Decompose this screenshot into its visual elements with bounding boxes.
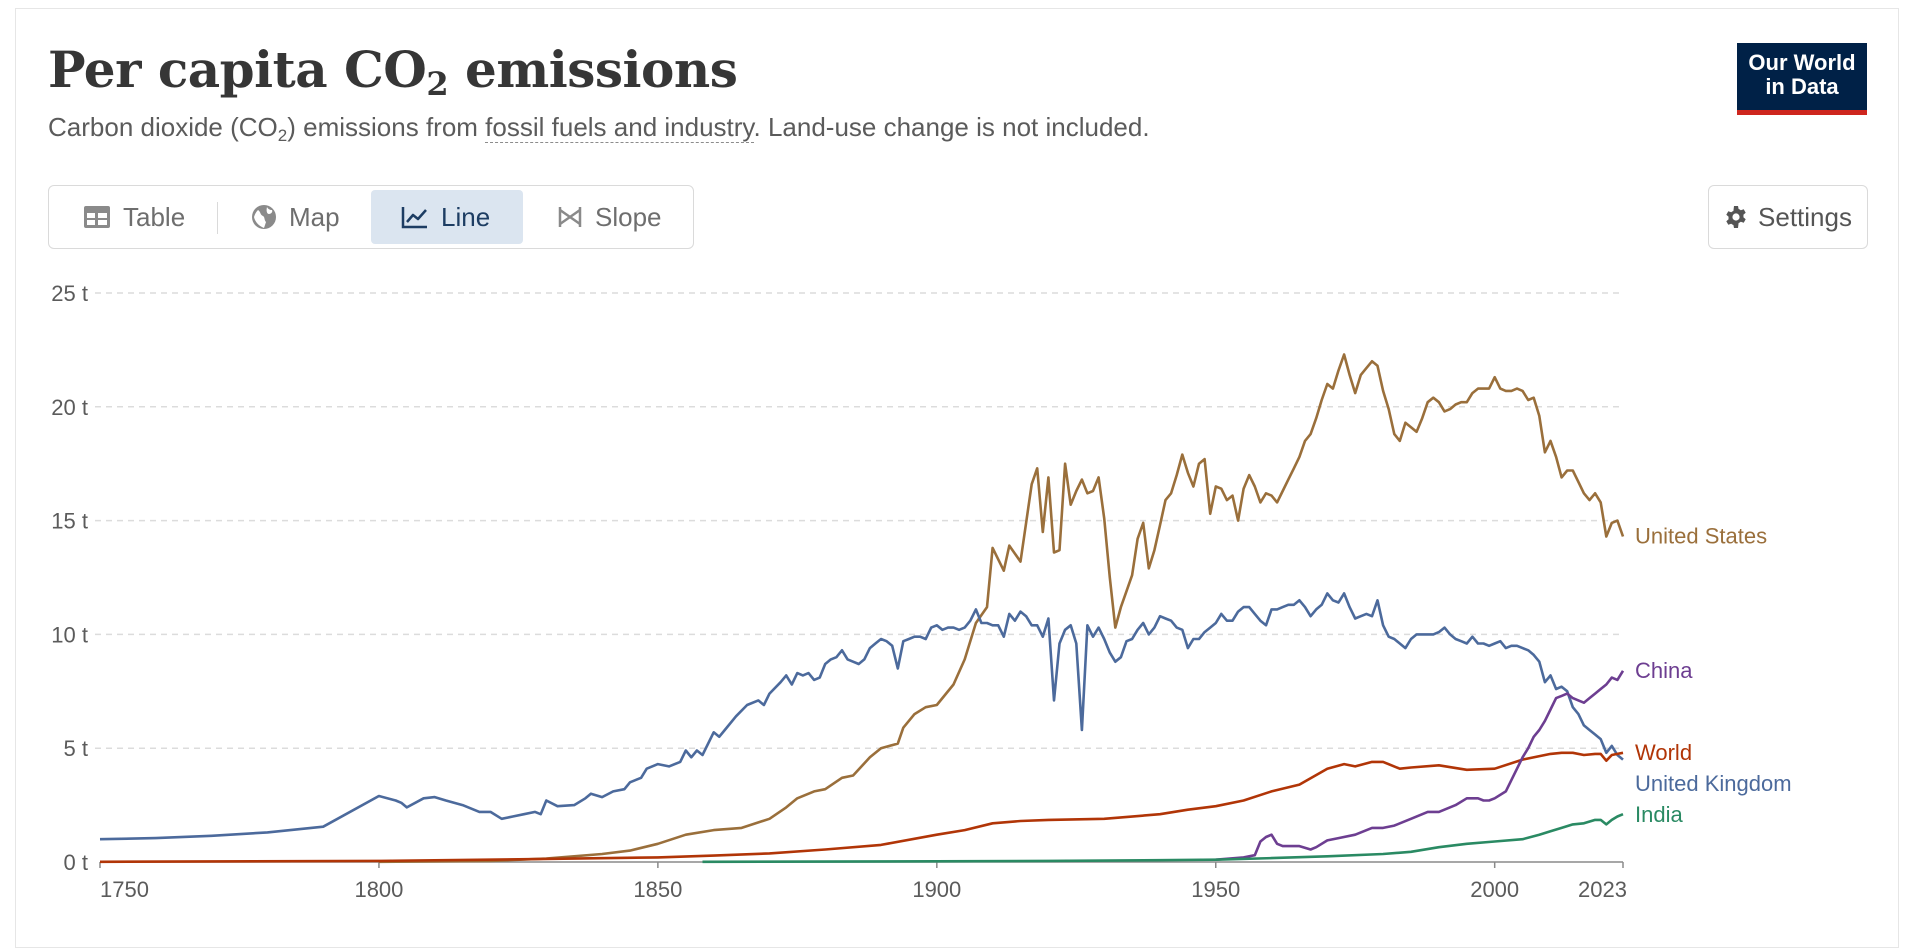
x-tick-label: 1900	[912, 877, 961, 902]
series-label-india[interactable]: India	[1635, 802, 1683, 827]
tab-slope[interactable]: Slope	[527, 190, 692, 244]
x-tick-label: 1850	[633, 877, 682, 902]
gear-icon	[1726, 206, 1746, 228]
series-lines	[99, 353, 1625, 864]
grid-lines	[95, 292, 1623, 749]
tab-slope-label: Slope	[595, 201, 662, 232]
series-label-china[interactable]: China	[1635, 658, 1693, 683]
y-tick-label: 0 t	[64, 850, 88, 875]
tab-map-label: Map	[289, 201, 340, 232]
owid-logo[interactable]: Our World in Data	[1737, 43, 1867, 115]
y-tick-label: 15 t	[51, 509, 88, 534]
tab-map[interactable]: Map	[221, 190, 370, 244]
series-label-united-states[interactable]: United States	[1635, 524, 1767, 549]
table-icon	[84, 206, 110, 228]
series-label-united-kingdom[interactable]: United Kingdom	[1635, 771, 1792, 796]
line-chart: 0 t5 t10 t15 t20 t25 t 1750 1800 1850 1900 1…	[51, 281, 1792, 902]
subtitle-subscript: 2	[277, 126, 288, 145]
y-tick-label: 20 t	[51, 395, 88, 420]
page-title: Per capita CO2 emissions	[48, 40, 738, 103]
tab-line[interactable]: Line	[371, 190, 523, 244]
series-labels: United States China World United Kingdom Ind…	[1635, 524, 1792, 827]
line-chart-icon	[401, 207, 427, 229]
series-line-world[interactable]	[99, 751, 1624, 864]
slope-icon	[558, 207, 582, 227]
title-subscript: 2	[426, 65, 449, 103]
x-tick-label: 2000	[1470, 877, 1519, 902]
series-line-united-states[interactable]	[378, 353, 1625, 864]
settings-button[interactable]: Settings	[1708, 185, 1868, 249]
chart-subtitle: Carbon dioxide (CO2) emissions from foss…	[48, 112, 1150, 145]
y-tick-label: 10 t	[51, 622, 88, 647]
x-tick-label: 2023	[1578, 877, 1627, 902]
y-tick-label: 5 t	[64, 736, 88, 761]
y-tick-label: 25 t	[51, 281, 88, 306]
settings-label: Settings	[1758, 201, 1852, 232]
x-tick-label: 1950	[1191, 877, 1240, 902]
logo-line-2: in Data	[1765, 74, 1839, 99]
tab-table[interactable]: Table	[53, 190, 215, 244]
tab-line-label: Line	[441, 201, 491, 232]
chart-card	[15, 8, 1899, 948]
tab-separator	[217, 202, 218, 234]
series-line-united-kingdom[interactable]	[99, 592, 1624, 841]
series-label-world[interactable]: World	[1635, 740, 1692, 765]
globe-icon	[252, 205, 276, 229]
y-axis: 0 t 5 t 10 t 15 t 20 t 25 t	[51, 281, 88, 875]
x-tick-label: 1800	[354, 877, 403, 902]
x-axis: 1750 1800 1850 1900 1950 2000 2023	[99, 861, 1627, 902]
x-tick-label: 1750	[100, 877, 149, 902]
series-line-india[interactable]	[702, 812, 1624, 864]
logo-line-1: Our World	[1748, 50, 1856, 75]
series-line-china[interactable]	[1215, 670, 1625, 861]
tab-table-label: Table	[123, 201, 186, 232]
fossil-fuels-link[interactable]: fossil fuels and industry	[485, 112, 754, 143]
chart-tabs: Table Map Line Slope	[48, 185, 694, 249]
